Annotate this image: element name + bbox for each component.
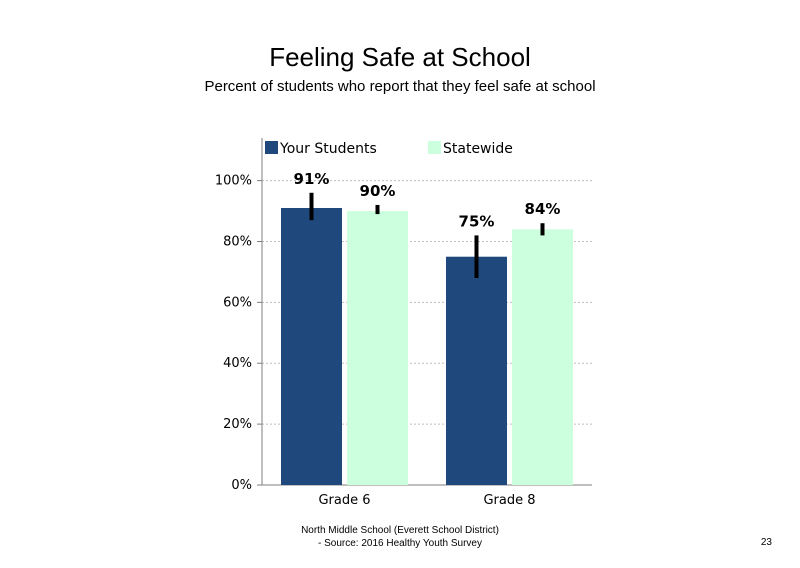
- x-tick-label: Grade 8: [483, 493, 535, 508]
- page-number: 23: [760, 537, 772, 548]
- y-tick-label: 0%: [231, 478, 252, 493]
- data-label: 91%: [294, 170, 330, 188]
- footer-school: North Middle School (Everett School Dist…: [301, 525, 499, 536]
- y-tick-label: 100%: [215, 174, 252, 189]
- legend-swatch: [265, 141, 278, 154]
- bar: [512, 229, 573, 485]
- legend-label: Statewide: [443, 141, 513, 157]
- data-label: 90%: [360, 182, 396, 200]
- y-tick-label: 80%: [223, 234, 252, 249]
- legend-label: Your Students: [279, 141, 377, 157]
- chart-title: Feeling Safe at School: [269, 42, 531, 72]
- y-tick-label: 60%: [223, 295, 252, 310]
- chart-subtitle: Percent of students who report that they…: [204, 78, 596, 95]
- legend-swatch: [428, 141, 441, 154]
- x-tick-label: Grade 6: [318, 493, 370, 508]
- y-tick-label: 40%: [223, 356, 252, 371]
- y-tick-label: 20%: [223, 417, 252, 432]
- footer-source: North Middle School (Everett School Dist…: [200, 524, 600, 550]
- data-label: 84%: [525, 200, 561, 218]
- footer-survey: - Source: 2016 Healthy Youth Survey: [318, 538, 482, 549]
- bar: [446, 256, 507, 485]
- bar: [281, 208, 342, 485]
- data-label: 75%: [459, 212, 495, 230]
- bar: [347, 211, 408, 486]
